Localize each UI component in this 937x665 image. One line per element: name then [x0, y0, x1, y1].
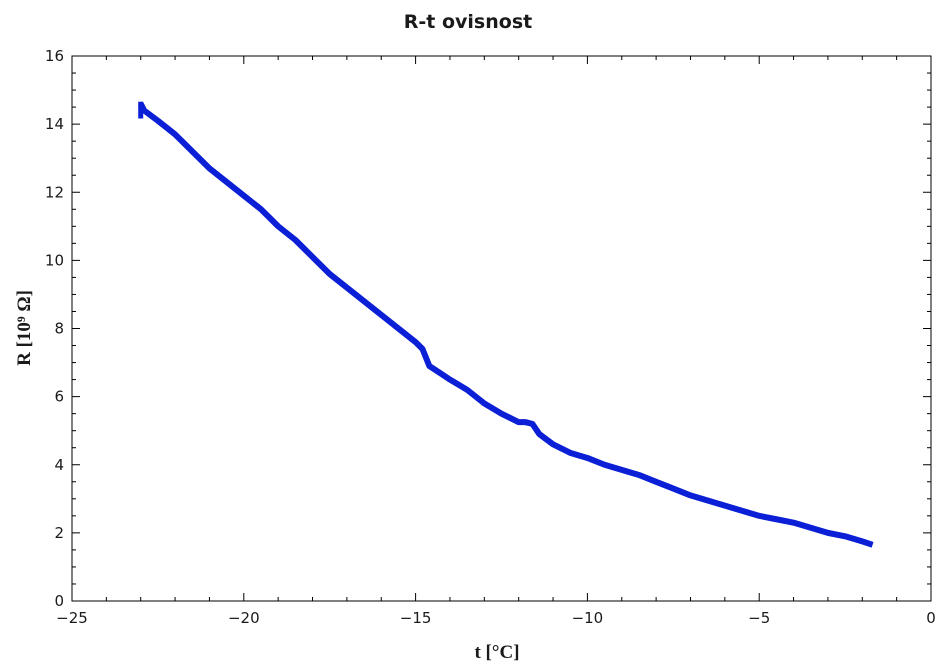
axis-tick-labels: −25 −20 −15 −10 −5 0 0 2 4 6 8 10 12 14 16 [45, 47, 936, 627]
x-tick-label: −15 [400, 609, 432, 627]
y-tick-label: 4 [54, 456, 64, 474]
x-axis-label: t [°C] [474, 642, 519, 663]
plot-series [138, 101, 874, 548]
x-tick-label: −5 [748, 609, 770, 627]
x-tick-label: −25 [56, 609, 88, 627]
x-tick-label: −10 [572, 609, 604, 627]
y-axis-label: R [10⁹ Ω] [14, 290, 35, 366]
chart-title: R-t ovisnost [404, 11, 532, 33]
x-tick-label: 0 [926, 609, 936, 627]
y-tick-label: 12 [45, 183, 64, 201]
y-tick-label: 14 [45, 115, 64, 133]
y-tick-label: 10 [45, 251, 64, 269]
y-tick-label: 2 [54, 524, 64, 542]
y-tick-label: 16 [45, 47, 64, 65]
series-line [138, 102, 874, 548]
plot-frame [71, 55, 932, 602]
y-tick-label: 6 [54, 388, 64, 406]
x-tick-label: −20 [228, 609, 260, 627]
y-tick-label: 0 [54, 592, 64, 610]
y-tick-label: 8 [54, 320, 64, 338]
axis-ticks [71, 55, 932, 602]
